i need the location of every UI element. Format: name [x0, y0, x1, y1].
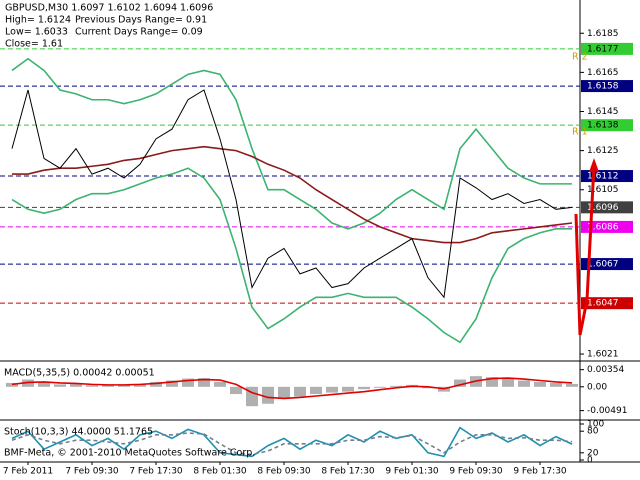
x-tick-label: 8 Feb 01:30 [193, 467, 247, 477]
x-tick-label: 8 Feb 09:30 [257, 467, 311, 477]
y-tick-label: 1.6185 [587, 29, 619, 39]
level-marker [581, 119, 633, 132]
histogram-bar [550, 382, 562, 387]
histogram-bar [502, 378, 514, 387]
histogram-bar [38, 381, 50, 387]
info-text: Current Days Range= 0.09 [75, 27, 203, 38]
histogram-bar [182, 378, 194, 387]
info-text: Low= 1.6033 [5, 27, 68, 38]
x-tick-label: 7 Feb 17:30 [129, 467, 183, 477]
x-tick-label: 7 Feb 09:30 [65, 467, 119, 477]
y-tick-label: -0.00491 [587, 406, 627, 416]
histogram-bar [6, 382, 18, 387]
info-text: Previous Days Range= 0.91 [75, 15, 207, 26]
pivot-label: R 2 [572, 52, 588, 63]
x-tick-label: 9 Feb 17:30 [513, 467, 567, 477]
info-text: High= 1.6124 [5, 15, 71, 26]
histogram-bar [534, 381, 546, 387]
level-label: 1.6096 [587, 203, 619, 213]
x-tick-label: 9 Feb 09:30 [449, 467, 503, 477]
x-tick-label: 7 Feb 2011 [3, 467, 53, 477]
x-tick-label: 9 Feb 01:30 [385, 467, 439, 477]
histogram-bar [150, 381, 162, 387]
histogram-bar [102, 384, 114, 387]
pivot-label: R 1 [572, 127, 588, 138]
y-tick-label: 1.6125 [587, 146, 619, 156]
y-tick-label: 1.6105 [587, 185, 619, 195]
y-tick-label: 0.00 [587, 382, 607, 392]
series-line [11, 426, 573, 458]
level-marker [581, 42, 633, 55]
series-line [11, 89, 573, 299]
y-tick-label: 20 [587, 448, 599, 458]
histogram-bar [118, 385, 130, 387]
arrow-head [589, 158, 599, 172]
histogram-bar [454, 379, 466, 387]
y-tick-label: 1.6021 [587, 350, 619, 360]
level-label: 1.6112 [587, 172, 619, 182]
histogram-bar [566, 383, 578, 387]
histogram-bar [374, 386, 386, 388]
histogram-bar [214, 381, 226, 387]
chart-title: GBPUSD,M30 1.6097 1.6102 1.6094 1.6096 [5, 3, 213, 14]
y-tick-label: 100 [587, 420, 604, 430]
series-line [11, 167, 572, 344]
y-tick-label: 0.00354 [587, 365, 624, 375]
histogram-bar [262, 386, 274, 404]
histogram-bar [134, 383, 146, 387]
copyright: BMF-Meta, © 2001-2010 MetaQuotes Softwar… [4, 448, 255, 459]
level-marker [581, 220, 633, 233]
histogram-bar [310, 386, 322, 395]
x-tick-label: 8 Feb 17:30 [321, 467, 375, 477]
y-tick-label: 1.6145 [587, 107, 619, 117]
series-line [11, 377, 573, 400]
histogram-bar [198, 378, 210, 387]
level-marker [581, 201, 633, 214]
histogram-bar [230, 386, 242, 395]
level-marker [581, 80, 633, 93]
histogram-bar [166, 380, 178, 387]
level-label: 1.6138 [587, 121, 619, 131]
indicator-title: MACD(5,35,5) 0.00042 0.00051 [4, 368, 155, 379]
info-text: Close= 1.61 [5, 39, 63, 50]
histogram-bar [294, 386, 306, 397]
level-label: 1.6086 [587, 222, 619, 232]
histogram-bar [358, 386, 370, 390]
y-tick-label: 80 [587, 427, 599, 437]
level-label: 1.6067 [587, 260, 619, 270]
level-marker [581, 297, 633, 310]
indicator-title: Stoch(10,3,3) 44.0000 51.1765 [4, 427, 153, 438]
level-marker [581, 258, 633, 271]
histogram-bar [278, 386, 290, 399]
level-label: 1.6158 [587, 82, 619, 92]
histogram-bar [70, 383, 82, 387]
y-tick-label: 0 [587, 456, 593, 466]
histogram-bar [86, 385, 98, 387]
histogram-bar [518, 380, 530, 387]
histogram-bar [486, 377, 498, 387]
histogram-bar [326, 386, 338, 393]
level-label: 1.6177 [587, 44, 619, 54]
y-tick-label: 1.6165 [587, 68, 619, 78]
histogram-bar [390, 385, 402, 387]
series-line [12, 145, 573, 244]
forecast-arrow [574, 164, 596, 336]
level-label: 1.6047 [587, 299, 619, 309]
histogram-bar [342, 386, 354, 392]
histogram-bar [54, 384, 66, 387]
series-line [11, 57, 572, 230]
